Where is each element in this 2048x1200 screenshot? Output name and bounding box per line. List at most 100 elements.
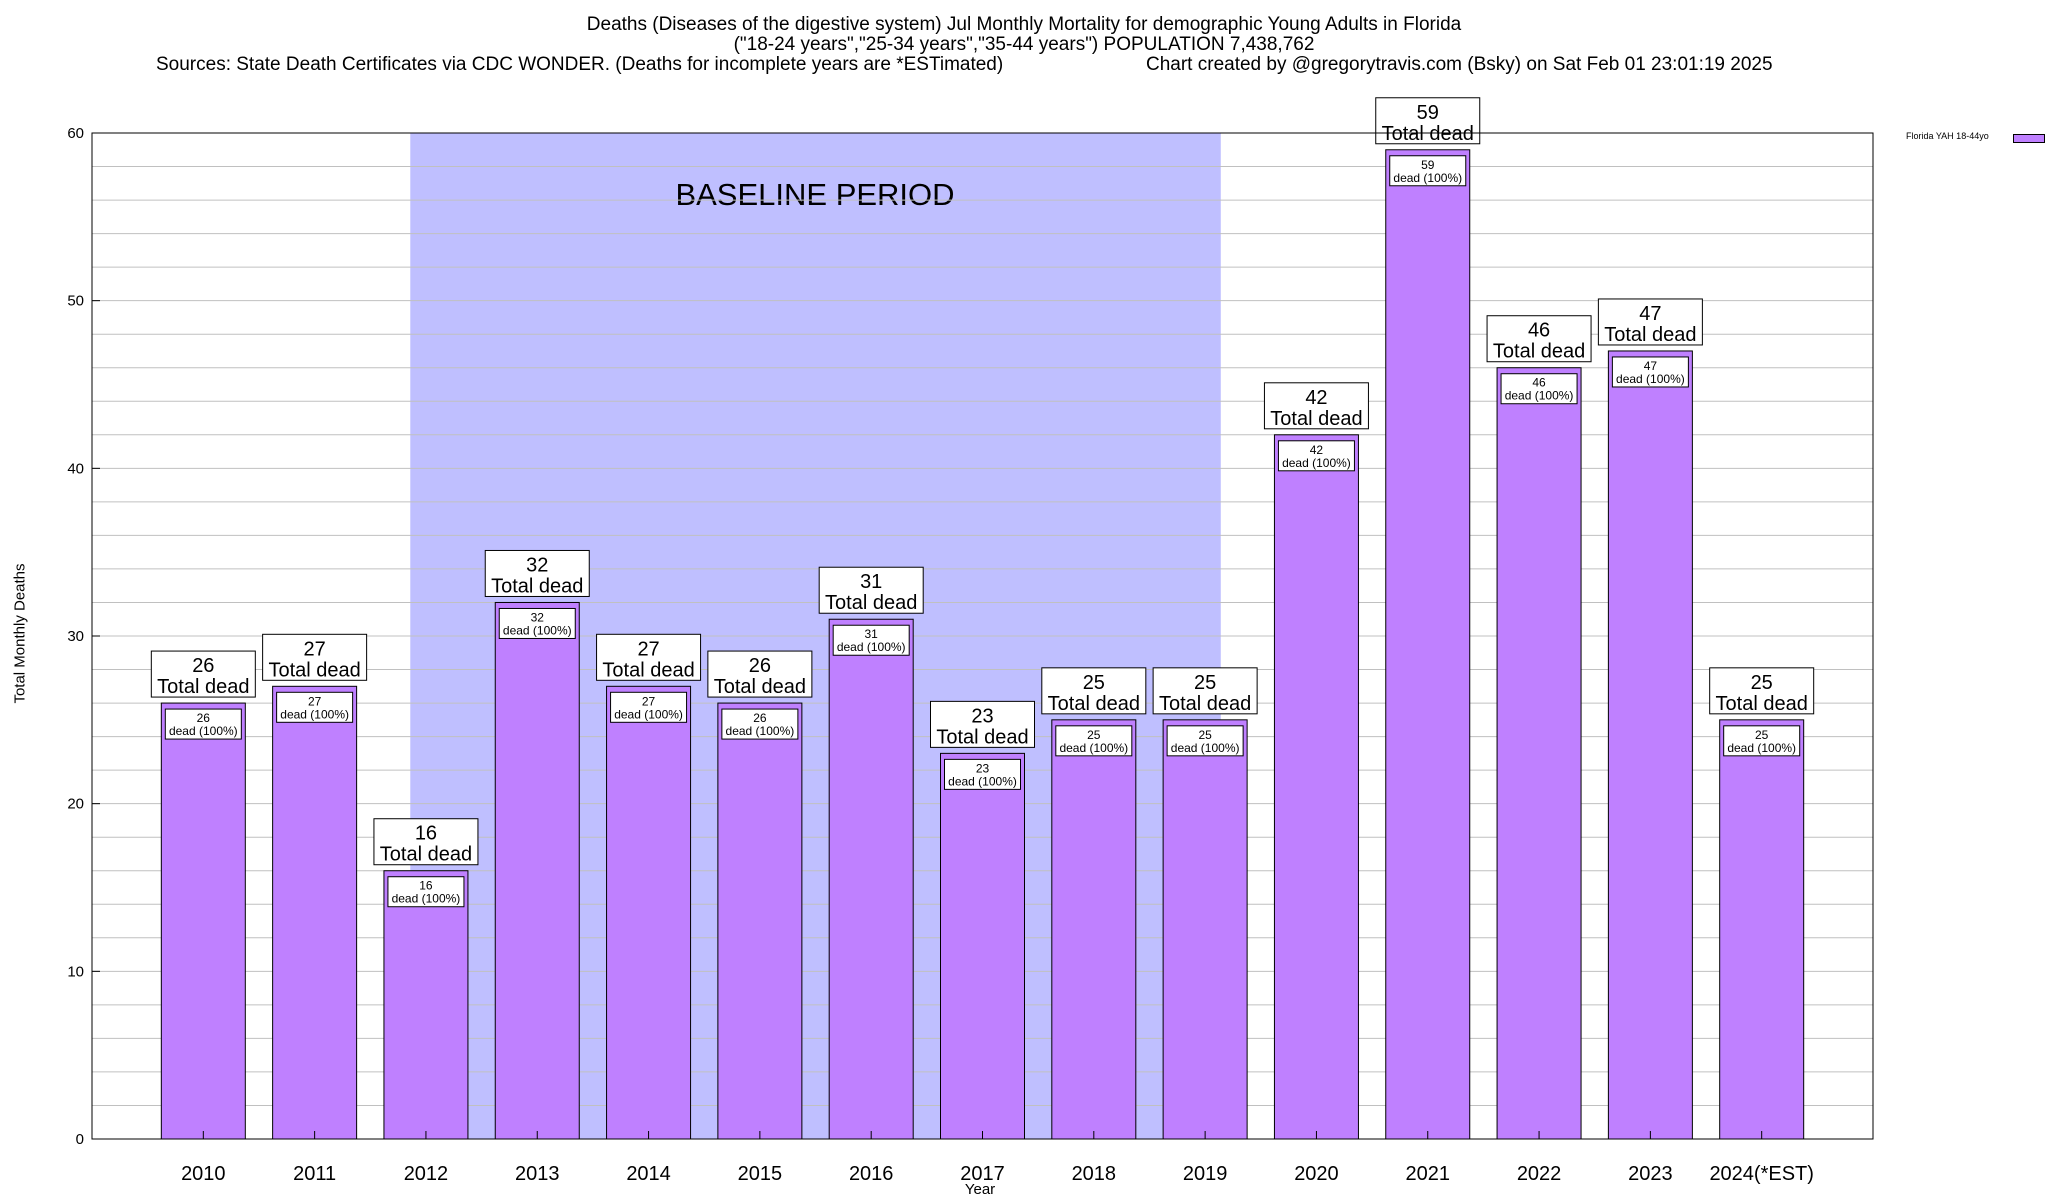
total-label-box [1041, 667, 1147, 715]
bar [1385, 149, 1471, 1140]
bar [1496, 367, 1582, 1140]
baseline-label: BASELINE PERIOD [675, 177, 954, 212]
x-tick-label: 2012 [404, 1163, 449, 1185]
total-label-text: Total dead [602, 659, 694, 681]
plot-border [91, 132, 1874, 1140]
total-label-value: 32 [526, 554, 548, 576]
x-tick-label: 2020 [1294, 1163, 1339, 1185]
inner-label-box [1500, 373, 1578, 405]
y-tick-label: 40 [67, 460, 84, 477]
x-tick-label: 2010 [181, 1163, 226, 1185]
bar [1719, 719, 1805, 1140]
bar [1273, 434, 1359, 1140]
y-tick-label: 20 [67, 796, 84, 813]
y-tick-label: 60 [67, 125, 84, 142]
total-label-text: Total dead [825, 592, 917, 614]
total-label-value: 47 [1639, 303, 1661, 325]
inner-label-text: dead (100%) [1505, 389, 1574, 403]
x-tick-label: 2014 [626, 1163, 671, 1185]
total-label-value: 25 [1194, 672, 1216, 694]
bar [940, 752, 1025, 1140]
inner-label-text: dead (100%) [1616, 372, 1685, 386]
inner-label-box [1166, 725, 1244, 757]
chart-title: Deaths (Diseases of the digestive system… [586, 14, 1462, 35]
bar [272, 685, 358, 1140]
inner-label-value: 47 [1644, 359, 1658, 373]
x-tick-label: 2017 [960, 1163, 1005, 1185]
inner-label-box [1611, 356, 1689, 388]
total-label-text: Total dead [1716, 693, 1808, 715]
inner-label-value: 23 [976, 761, 990, 775]
x-tick-label: 2013 [515, 1163, 560, 1185]
total-label-box [1597, 298, 1703, 346]
bar [494, 601, 580, 1140]
total-label-value: 16 [415, 823, 437, 845]
bar [1162, 719, 1248, 1140]
y-tick-label: 30 [67, 628, 84, 645]
x-tick-label: 2018 [1072, 1163, 1117, 1185]
y-tick-label: 0 [76, 1131, 84, 1148]
total-label-text: Total dead [1159, 693, 1251, 715]
total-label-box [818, 566, 924, 614]
x-tick-label: 2015 [738, 1163, 783, 1185]
inner-label-text: dead (100%) [280, 707, 349, 721]
inner-label-box [498, 607, 576, 639]
inner-label-box [1277, 440, 1355, 472]
inner-label-text: dead (100%) [1282, 456, 1351, 470]
total-label-box [930, 700, 1035, 748]
total-label-box [373, 818, 479, 866]
inner-label-value: 42 [1310, 443, 1324, 457]
bar [606, 685, 692, 1140]
inner-label-text: dead (100%) [1171, 741, 1240, 755]
bar [1051, 719, 1137, 1140]
x-tick-label: 2022 [1517, 1163, 1562, 1185]
total-label-value: 26 [749, 655, 771, 677]
total-label-box [262, 633, 368, 681]
chart-subtitle: ("18-24 years","25-34 years","35-44 year… [733, 34, 1315, 55]
inner-label-text: dead (100%) [1393, 171, 1462, 185]
inner-label-text: dead (100%) [169, 724, 238, 738]
chart-sources: Sources: State Death Certificates via CD… [156, 54, 1004, 75]
total-label-text: Total dead [1493, 341, 1585, 363]
inner-label-value: 59 [1421, 158, 1435, 172]
total-label-box [1709, 667, 1815, 715]
bar [160, 702, 246, 1140]
total-label-text: Total dead [1382, 123, 1474, 145]
inner-label-value: 27 [308, 694, 322, 708]
total-label-box [1486, 315, 1592, 363]
total-label-text: Total dead [1270, 408, 1362, 430]
x-tick-label: 2016 [849, 1163, 894, 1185]
inner-label-box [276, 691, 354, 723]
total-label-value: 27 [637, 638, 659, 660]
x-tick-label: 2023 [1628, 1163, 1673, 1185]
inner-label-box [164, 708, 242, 740]
inner-label-value: 26 [753, 711, 767, 725]
total-label-value: 25 [1083, 672, 1105, 694]
inner-label-value: 16 [419, 879, 433, 893]
total-label-text: Total dead [1048, 693, 1140, 715]
total-label-value: 31 [860, 571, 882, 593]
inner-label-text: dead (100%) [392, 892, 461, 906]
x-tick-label: 2021 [1406, 1163, 1451, 1185]
inner-label-text: dead (100%) [1059, 741, 1128, 755]
y-tick-label: 50 [67, 293, 84, 310]
inner-label-box [944, 758, 1021, 790]
inner-label-box [1723, 725, 1801, 757]
total-label-text: Total dead [380, 844, 472, 866]
x-axis-label: Year [964, 1181, 996, 1198]
inner-label-text: dead (100%) [1727, 741, 1796, 755]
x-tick-label: 2011 [293, 1163, 336, 1185]
total-label-value: 23 [971, 705, 993, 727]
x-tick-label: 2024(*EST) [1709, 1163, 1814, 1185]
inner-label-box [387, 876, 465, 908]
total-label-value: 27 [304, 638, 326, 660]
total-label-box [596, 633, 702, 681]
inner-label-value: 46 [1532, 376, 1546, 390]
total-label-value: 42 [1305, 387, 1327, 409]
inner-label-text: dead (100%) [948, 774, 1017, 788]
inner-label-value: 25 [1755, 728, 1769, 742]
total-label-text: Total dead [157, 676, 249, 698]
total-label-value: 26 [192, 655, 214, 677]
total-label-box [1152, 667, 1258, 715]
inner-label-value: 26 [197, 711, 211, 725]
